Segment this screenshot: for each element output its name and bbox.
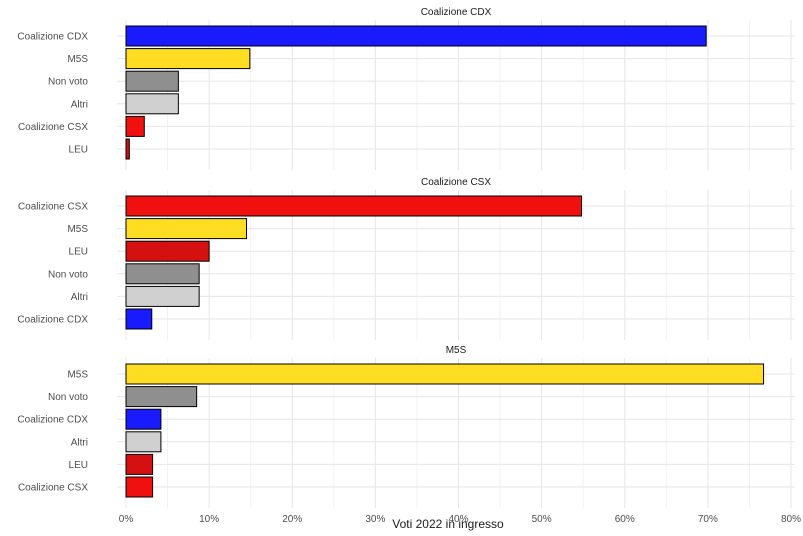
category-label: LEU <box>69 145 88 156</box>
x-tick-label: 80% <box>781 514 801 525</box>
bar <box>125 70 179 92</box>
category-label: M5S <box>67 54 88 65</box>
panel-title: M5S <box>446 345 467 356</box>
category-label: Coalizione CSX <box>18 483 88 494</box>
bar <box>125 48 251 70</box>
category-label: Coalizione CDX <box>17 315 88 326</box>
bar <box>125 263 200 285</box>
x-axis-title: Voti 2022 in ingresso <box>392 517 504 531</box>
x-tick-label: 0% <box>119 514 134 525</box>
x-tick-label: 20% <box>282 514 302 525</box>
category-label: M5S <box>67 224 88 235</box>
x-tick-label: 50% <box>532 514 552 525</box>
bar <box>125 195 583 217</box>
category-label: Coalizione CDX <box>17 32 88 43</box>
bar <box>125 218 248 240</box>
x-tick-label: 40% <box>448 514 468 525</box>
panel-3: M5S M5S Non voto Coalizione CDX Altri LEU Coal… <box>17 345 795 508</box>
category-label: Coalizione CSX <box>18 122 88 133</box>
bar <box>125 476 154 498</box>
panel-title: Coalizione CSX <box>421 177 491 188</box>
bar <box>125 93 179 115</box>
category-label: Non voto <box>48 269 88 280</box>
panel-2: Coalizione CSX Coalizione CSX M5S LEU Non vo… <box>17 177 795 340</box>
bar <box>125 386 198 408</box>
category-label: LEU <box>69 247 88 258</box>
bar <box>125 115 145 137</box>
category-label: LEU <box>69 460 88 471</box>
category-label: Non voto <box>48 392 88 403</box>
bar <box>125 431 162 453</box>
bar <box>125 285 200 307</box>
x-tick-label: 10% <box>199 514 219 525</box>
bar <box>125 138 130 160</box>
bar <box>125 240 210 262</box>
bar <box>125 408 162 430</box>
panel-title: Coalizione CDX <box>421 7 492 18</box>
category-label: Coalizione CDX <box>17 415 88 426</box>
x-tick-label: 70% <box>698 514 718 525</box>
bar <box>125 363 765 385</box>
category-label: Altri <box>71 437 88 448</box>
category-label: M5S <box>67 370 88 381</box>
bar <box>125 25 707 47</box>
category-label: Altri <box>71 99 88 110</box>
category-label: Altri <box>71 292 88 303</box>
category-label: Coalizione CSX <box>18 202 88 213</box>
x-tick-label: 60% <box>615 514 635 525</box>
panel-1: Coalizione CDX Coalizione CDX M5S Non voto A… <box>17 7 795 170</box>
bar <box>125 453 154 475</box>
x-tick-label: 30% <box>365 514 385 525</box>
bar <box>125 308 153 330</box>
category-label: Non voto <box>48 77 88 88</box>
